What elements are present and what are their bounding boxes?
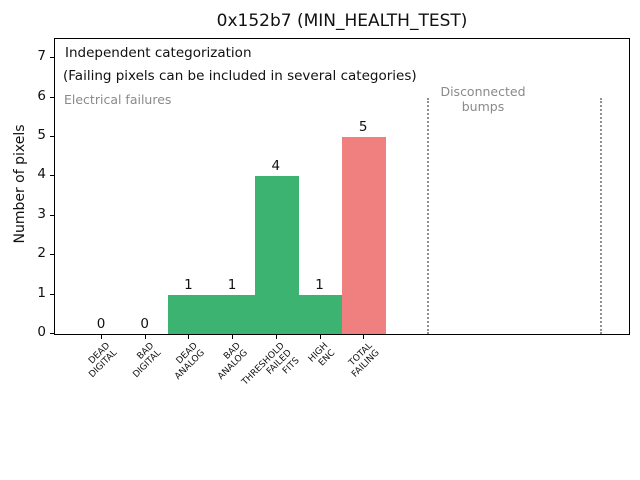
x-tick-label: BAD DIGITAL <box>131 341 164 381</box>
bar-bad-analog <box>211 294 255 334</box>
bar-total-failing <box>342 137 387 334</box>
plot-area: Independent categorization (Failing pixe… <box>54 38 630 335</box>
y-tick-mark <box>50 214 54 216</box>
chart-title: 0x152b7 (MIN_HEALTH_TEST) <box>216 11 468 31</box>
y-tick-label: 2 <box>37 245 46 262</box>
y-tick-label: 1 <box>37 284 46 301</box>
y-tick-mark <box>50 96 54 98</box>
y-tick-mark <box>50 333 54 334</box>
y-tick-label: 3 <box>37 205 46 222</box>
x-tick-label: TOTAL FAILING <box>346 341 382 380</box>
x-tick-label: DEAD ANALOG <box>172 341 207 383</box>
y-tick-mark <box>50 254 54 256</box>
y-tick-mark <box>50 57 54 59</box>
group-separator-line <box>427 97 429 334</box>
bar-threshold-failed-fits <box>254 176 299 334</box>
bar-dead-analog <box>167 294 212 334</box>
x-tick-mark <box>363 335 365 339</box>
x-tick-label: THRESHOLD FAILED FITS <box>240 341 302 388</box>
annotation-independent-categorization: Independent categorization <box>65 45 252 61</box>
x-tick-mark <box>188 335 190 339</box>
bar-value-label: 1 <box>227 276 237 293</box>
x-tick-mark <box>275 335 277 339</box>
y-tick-label: 5 <box>37 127 46 143</box>
y-tick-mark <box>50 175 54 177</box>
x-tick-label: HIGH ENC <box>307 341 338 369</box>
annotation-disconnected-bumps: Disconnected bumps <box>440 84 526 114</box>
bar-value-label: 5 <box>358 119 368 135</box>
x-tick-mark <box>101 335 102 339</box>
y-tick-mark <box>50 293 54 295</box>
bar-value-label: 0 <box>96 316 106 332</box>
y-tick-label: 4 <box>37 166 46 183</box>
y-tick-label: 7 <box>37 48 46 65</box>
y-tick-mark <box>50 136 54 137</box>
bar-value-label: 1 <box>315 276 324 293</box>
x-tick-mark <box>144 335 146 339</box>
annotation-electrical-failures: Electrical failures <box>64 92 172 107</box>
bar-value-label: 0 <box>140 316 149 332</box>
y-tick-label: 6 <box>37 87 46 104</box>
y-tick-label: 0 <box>37 324 46 340</box>
bar-high-enc <box>298 294 343 334</box>
x-tick-label: DEAD DIGITAL <box>86 341 120 381</box>
annotation-independent-note: (Failing pixels can be included in sever… <box>63 68 417 84</box>
x-tick-mark <box>232 335 234 339</box>
group-separator-line <box>600 97 602 334</box>
bar-value-label: 1 <box>184 276 193 293</box>
x-tick-mark <box>319 335 321 339</box>
bar-value-label: 4 <box>271 158 281 175</box>
